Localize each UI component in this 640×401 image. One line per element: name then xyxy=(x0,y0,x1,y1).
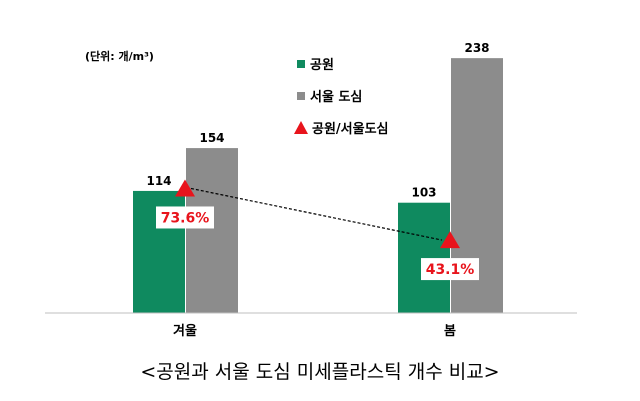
bar-park-1 xyxy=(398,202,450,313)
unit-label: (단위: 개/m³) xyxy=(85,49,154,63)
ratio-label-box-0 xyxy=(156,206,214,229)
legend-label-downtown: 서울 도심 xyxy=(310,89,362,105)
legend-swatch-park xyxy=(297,60,305,68)
category-label-0: 겨울 xyxy=(173,323,197,339)
value-labels: 114 154 103 238 xyxy=(146,41,489,200)
value-label-downtown-0: 154 xyxy=(199,131,224,145)
ratio-label-1: 43.1% xyxy=(426,262,475,278)
ratio-connector-line xyxy=(190,187,443,241)
legend-label-park: 공원 xyxy=(310,58,334,73)
value-label-park-0: 114 xyxy=(146,174,171,188)
legend: 공원 서울 도심 공원/서울도심 xyxy=(294,58,389,137)
legend-label-ratio: 공원/서울도심 xyxy=(312,121,389,137)
legend-swatch-downtown xyxy=(297,92,305,100)
value-label-park-1: 103 xyxy=(411,186,436,200)
value-label-downtown-1: 238 xyxy=(464,41,489,55)
legend-triangle-ratio xyxy=(294,121,308,134)
ratio-label-box-1 xyxy=(421,258,479,281)
bar-downtown-0 xyxy=(186,148,238,313)
ratio-marker-0 xyxy=(175,179,195,197)
ratio-marker-1 xyxy=(440,231,460,249)
category-labels: 겨울 봄 xyxy=(173,323,456,339)
ratio-label-0: 73.6% xyxy=(161,210,210,226)
category-label-1: 봄 xyxy=(444,324,456,339)
chart-caption: <공원과 서울 도심 미세플라스틱 개수 비교> xyxy=(140,361,499,383)
ratio-markers: 73.6% 43.1% xyxy=(156,179,479,281)
